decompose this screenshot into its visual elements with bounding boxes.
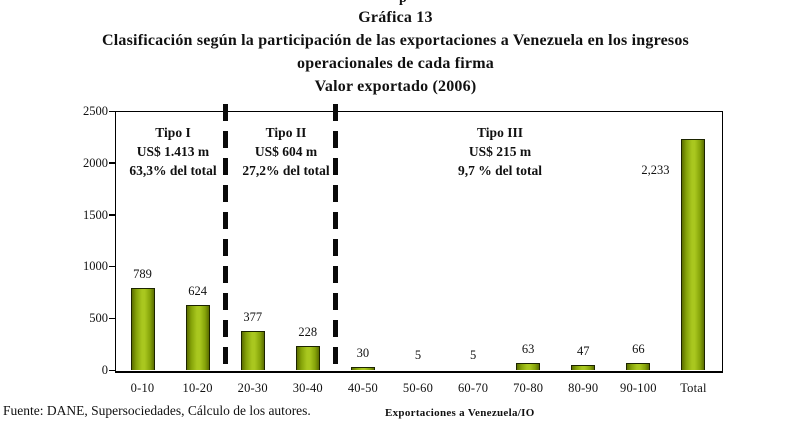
plot-area	[115, 111, 723, 373]
bar-slot: 30	[335, 111, 390, 370]
x-axis-label-70-80: 70-80	[513, 381, 544, 395]
annotation-line: Tipo II	[265, 125, 307, 140]
bar-40-50	[350, 366, 375, 370]
bar-0-10	[130, 288, 155, 370]
bar-30-40	[295, 346, 320, 370]
chart-title-line-2: Clasificación según la participación de …	[102, 32, 689, 49]
y-axis-tick-mark	[109, 214, 115, 216]
clipped-text-fragment: p	[399, 0, 408, 5]
y-axis-tick-mark	[109, 317, 115, 320]
y-axis-tick-label: 500	[89, 311, 108, 326]
annotation-line: 63,3% del total	[129, 163, 217, 178]
bar-value-label: 377	[243, 309, 263, 324]
chart-title-line-3: operacionales de cada firma	[297, 55, 494, 72]
x-axis-label-40-50: 40-50	[347, 381, 378, 395]
bar-Total	[681, 138, 706, 370]
bar-value-label: 47	[577, 344, 590, 359]
bar-value-label: 5	[414, 348, 422, 363]
x-axis-label-50-60: 50-60	[402, 381, 434, 395]
y-axis-tick-label: 1500	[83, 207, 108, 222]
y-axis-tick-mark	[109, 265, 115, 268]
bar-value-label: 2,233	[641, 162, 670, 177]
bar-slot: 66	[611, 111, 666, 370]
x-axis-label-0-10: 0-10	[130, 381, 155, 395]
annotation-line: Tipo I	[155, 125, 191, 140]
bar-70-80	[516, 363, 541, 370]
type-separator-line	[332, 104, 338, 370]
bar-value-label: 30	[356, 345, 370, 360]
bar-slot: 624	[170, 111, 225, 370]
annotation-line: US$ 604 m	[254, 144, 318, 159]
chart-title-block: Gráfica 13 Clasificación según la partic…	[0, 6, 791, 98]
bar-slot: 5	[390, 111, 445, 370]
bar-slot: 5	[446, 111, 501, 370]
y-axis-tick-label: 2000	[83, 155, 108, 170]
chart-title-line-4: Valor exportado (2006)	[314, 78, 477, 95]
bar-slot: 47	[556, 111, 611, 370]
y-axis-tick-mark	[109, 110, 115, 112]
x-axis-label-Total: Total	[680, 381, 707, 395]
bar-value-label: 624	[188, 284, 207, 299]
y-axis-tick-label: 2500	[83, 104, 108, 118]
annotation-line: US$ 215 m	[468, 144, 532, 159]
bar-value-label: 66	[632, 342, 645, 357]
type-separator-line	[222, 104, 228, 370]
x-axis-label-80-90: 80-90	[568, 381, 599, 395]
x-axis-label-90-100: 90-100	[620, 381, 657, 395]
bar-90-100	[626, 363, 651, 370]
bar-slot: 2,233	[641, 111, 721, 370]
bar-10-20	[185, 305, 210, 370]
x-axis-label-20-30: 20-30	[237, 381, 268, 395]
annotation-tipo-i: Tipo I US$ 1.413 m 63,3% del total	[129, 123, 216, 180]
annotation-line: 9,7 % del total	[458, 163, 542, 178]
x-axis-label-10-20: 10-20	[182, 381, 213, 395]
chart-title-line-1: Gráfica 13	[358, 9, 433, 26]
annotation-tipo-ii: Tipo II US$ 604 m 27,2% del total	[242, 123, 329, 180]
annotation-line: 27,2% del total	[242, 163, 330, 178]
x-axis-label-60-70: 60-70	[457, 381, 489, 395]
annotation-line: US$ 1.413 m	[136, 144, 210, 159]
bar-value-label: 228	[298, 325, 318, 340]
annotation-line: Tipo III	[477, 125, 523, 140]
bar-slot: 377	[225, 111, 280, 370]
y-axis-tick-mark	[109, 162, 115, 164]
bar-value-label: 789	[133, 267, 152, 282]
clipped-text-fragment: '	[562, 0, 568, 5]
bar-value-label: 5	[469, 348, 477, 363]
x-axis-label-30-40: 30-40	[292, 381, 323, 395]
annotation-tipo-iii: Tipo III US$ 215 m 9,7 % del total	[458, 123, 542, 180]
bar-slot: 228	[280, 111, 335, 370]
axis-note: Exportaciones a Venezuela/IO	[385, 407, 535, 419]
source-note: Fuente: DANE, Supersociedades, Cálculo d…	[3, 403, 311, 418]
bar-slot: 63	[501, 111, 556, 370]
bar-20-30	[240, 330, 265, 370]
bar-80-90	[571, 365, 596, 370]
y-axis-tick-label: 1000	[83, 259, 108, 274]
y-axis-tick-mark	[109, 369, 115, 371]
y-axis-tick-label: 0	[101, 363, 108, 377]
bar-slot: 789	[115, 111, 170, 370]
bar-value-label: 63	[521, 342, 535, 357]
